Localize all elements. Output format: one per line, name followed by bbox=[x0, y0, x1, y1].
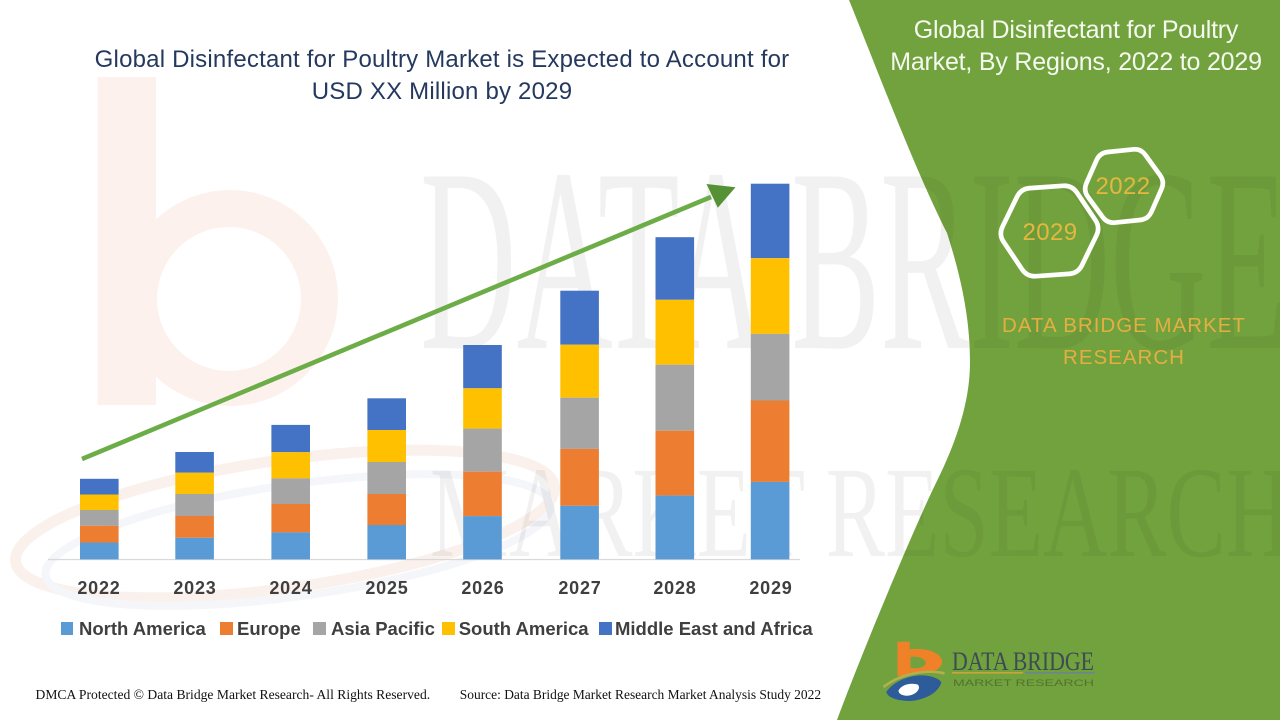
svg-text:MARKET RESEARCH: MARKET RESEARCH bbox=[953, 678, 1094, 689]
svg-text:DATA BRIDGE: DATA BRIDGE bbox=[952, 647, 1094, 676]
